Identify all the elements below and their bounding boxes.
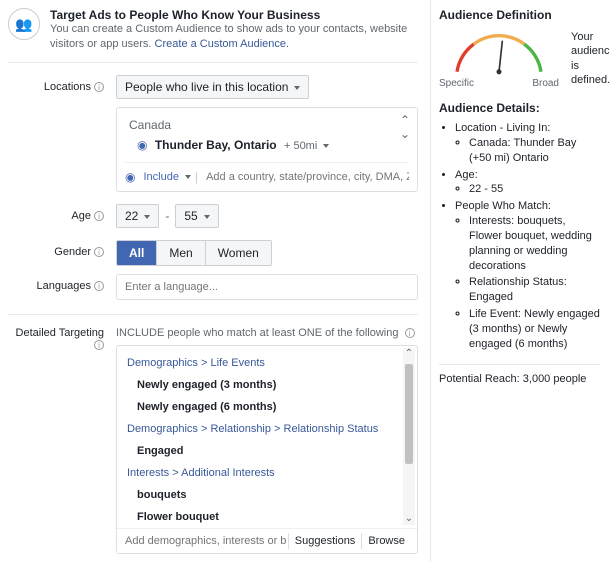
gauge-meter <box>439 34 559 76</box>
scroll-down-icon[interactable]: ⌄ <box>403 513 415 525</box>
gender-all-button[interactable]: All <box>117 241 157 265</box>
info-icon[interactable]: i <box>94 247 104 257</box>
scroll-up-icon[interactable]: ⌃ <box>403 348 415 360</box>
age-min-dropdown[interactable]: 22 <box>116 204 159 228</box>
audience-defined-note: Your audience is defined. <box>571 30 610 87</box>
info-icon[interactable]: i <box>94 340 104 350</box>
gender-group: All Men Women <box>116 240 272 266</box>
header-title: Target Ads to People Who Know Your Busin… <box>50 8 418 22</box>
location-mode-dropdown[interactable]: People who live in this location <box>116 75 309 99</box>
targeting-item[interactable]: Engaged <box>117 440 417 462</box>
gender-label: Genderi <box>8 240 116 266</box>
gender-men-button[interactable]: Men <box>157 241 205 265</box>
category-link[interactable]: Demographics > Relationship > Relationsh… <box>117 418 417 440</box>
targeting-box: Demographics > Life Events Newly engaged… <box>116 345 418 554</box>
info-icon[interactable]: i <box>94 82 104 92</box>
browse-button[interactable]: Browse <box>361 533 411 549</box>
info-icon[interactable]: i <box>405 328 415 338</box>
gauge-specific-label: Specific <box>439 78 474 89</box>
info-icon[interactable]: i <box>94 281 104 291</box>
scroll-thumb[interactable] <box>405 364 413 464</box>
age-max-dropdown[interactable]: 55 <box>175 204 218 228</box>
targeting-list[interactable]: Demographics > Life Events Newly engaged… <box>117 346 417 528</box>
location-country[interactable]: Canada <box>125 116 409 134</box>
include-dropdown[interactable]: Include <box>139 169 194 185</box>
audience-definition-title: Audience Definition <box>439 8 600 22</box>
gender-women-button[interactable]: Women <box>206 241 271 265</box>
location-city-row[interactable]: ◉ Thunder Bay, Ontario + 50mi <box>125 134 409 158</box>
header-subtitle: You can create a Custom Audience to show… <box>50 22 418 52</box>
targeting-item[interactable]: Newly engaged (3 months) <box>117 374 417 396</box>
category-link[interactable]: Interests > Additional Interests <box>117 462 417 484</box>
languages-label: Languagesi <box>8 274 116 300</box>
audience-details-heading: Audience Details: <box>439 101 600 115</box>
scrollbar[interactable]: ⌃ ⌄ <box>403 348 415 525</box>
audience-details-list: Location - Living In: Canada: Thunder Ba… <box>439 121 600 352</box>
targeting-item[interactable]: bouquets <box>117 484 417 506</box>
scroll-down-icon[interactable]: ⌄ <box>399 128 411 140</box>
targeting-input[interactable] <box>123 533 288 549</box>
pin-icon: ◉ <box>137 138 147 152</box>
detailed-targeting-label: Detailed Targetingi <box>8 327 116 554</box>
create-custom-audience-link[interactable]: Create a Custom Audience. <box>155 38 290 50</box>
info-icon[interactable]: i <box>94 211 104 221</box>
locations-label: Locationsi <box>8 75 116 192</box>
age-label: Agei <box>8 204 116 228</box>
category-link[interactable]: Demographics > Life Events <box>117 352 417 374</box>
suggestions-button[interactable]: Suggestions <box>288 533 362 549</box>
audience-icon: 👥 <box>8 8 40 40</box>
targeting-heading: INCLUDE people who match at least ONE of… <box>116 327 418 339</box>
gauge-broad-label: Broad <box>532 78 559 89</box>
potential-reach: Potential Reach: 3,000 people <box>439 373 600 385</box>
targeting-item[interactable]: Newly engaged (6 months) <box>117 396 417 418</box>
location-input[interactable] <box>206 171 409 183</box>
targeting-item[interactable]: Flower bouquet <box>117 506 417 528</box>
pin-icon: ◉ <box>125 170 135 184</box>
languages-input[interactable] <box>116 274 418 300</box>
radius-dropdown[interactable]: + 50mi <box>284 140 329 152</box>
scroll-up-icon[interactable]: ⌃ <box>399 114 411 126</box>
locations-box: ⌃ ⌄ Canada ◉ Thunder Bay, Ontario + 50mi… <box>116 107 418 192</box>
